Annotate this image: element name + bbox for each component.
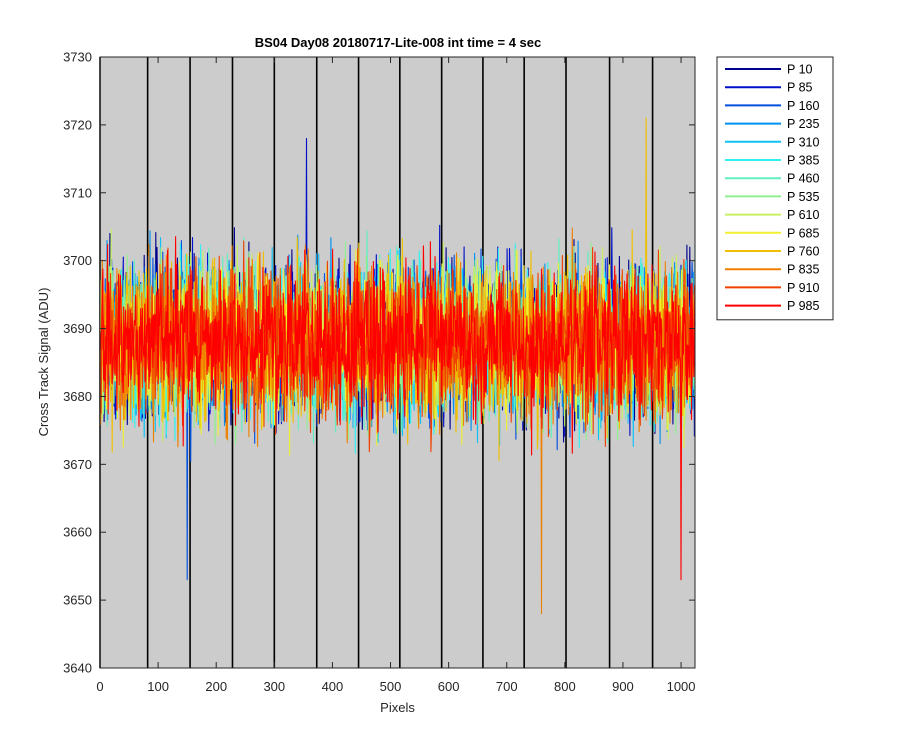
y-tick-label: 3690: [63, 321, 92, 336]
y-tick-label: 3710: [63, 185, 92, 200]
plot-frame: [99, 56, 696, 669]
legend-label: P 685: [787, 226, 819, 240]
legend-label: P 10: [787, 63, 813, 77]
y-tick-label: 3700: [63, 253, 92, 268]
y-axis-label: Cross Track Signal (ADU): [36, 288, 51, 437]
legend-label: P 835: [787, 263, 819, 277]
x-tick-label: 1000: [667, 679, 696, 694]
x-axis-ticks: 0 100 200 300 400 500 600 700 800 900 1000: [96, 57, 696, 694]
y-tick-label: 3640: [63, 661, 92, 676]
x-tick-label: 300: [263, 679, 285, 694]
x-tick-label: 200: [205, 679, 227, 694]
series-layer: [99, 117, 696, 615]
x-tick-label: 0: [96, 679, 103, 694]
x-tick-label: 700: [496, 679, 518, 694]
x-axis-label: Pixels: [380, 700, 415, 715]
y-tick-label: 3720: [63, 117, 92, 132]
x-tick-label: 600: [438, 679, 460, 694]
legend-label: P 985: [787, 299, 819, 313]
y-tick-label: 3730: [63, 50, 92, 65]
y-tick-label: 3680: [63, 389, 92, 404]
x-tick-label: 900: [612, 679, 634, 694]
legend-label: P 610: [787, 208, 819, 222]
legend-label: P 535: [787, 190, 819, 204]
legend-box: [716, 56, 834, 321]
legend-label: P 760: [787, 245, 819, 259]
y-tick-label: 3670: [63, 457, 92, 472]
legend-label: P 310: [787, 135, 819, 149]
x-tick-label: 500: [380, 679, 402, 694]
legend-label: P 85: [787, 81, 813, 95]
y-tick-label: 3660: [63, 525, 92, 540]
legend-label: P 460: [787, 172, 819, 186]
series-line-p-985: [99, 236, 696, 581]
legend-label: P 160: [787, 99, 819, 113]
legend-label: P 910: [787, 281, 819, 295]
x-tick-label: 100: [147, 679, 169, 694]
legend-label: P 385: [787, 154, 819, 168]
chart-title: BS04 Day08 20180717-Lite-008 int time = …: [255, 35, 542, 50]
x-tick-label: 800: [554, 679, 576, 694]
y-tick-label: 3650: [63, 593, 92, 608]
legend: P 10 P 85 P 160 P 235 P 310 P 385 P 460 P 535 P …: [716, 56, 834, 321]
y-axis-ticks: 3640 3650 3660 3670 3680 3690 3700 3710 3720 3730: [63, 50, 695, 676]
x-tick-label: 400: [322, 679, 344, 694]
legend-label: P 235: [787, 117, 819, 131]
